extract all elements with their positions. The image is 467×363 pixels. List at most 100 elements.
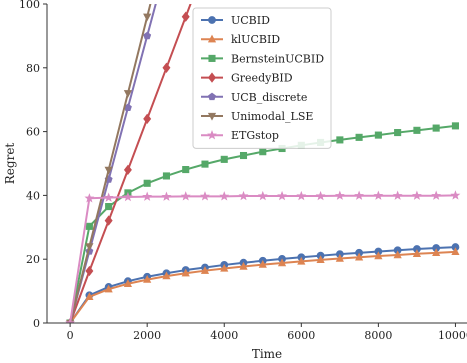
data-point — [257, 190, 268, 201]
legend-entry: UCBID — [201, 14, 270, 27]
legend-label: GreedyBID — [231, 72, 293, 85]
data-point — [239, 151, 248, 160]
legend-label: UCB_discrete — [231, 91, 307, 104]
data-point — [394, 129, 402, 137]
data-point — [220, 155, 228, 163]
y-tick-label: 40 — [26, 189, 40, 202]
data-point — [181, 11, 190, 22]
data-point — [259, 148, 267, 156]
data-point — [182, 166, 190, 174]
legend-label: ETGstop — [231, 129, 279, 142]
legend-marker — [207, 130, 217, 140]
data-point — [315, 190, 326, 201]
data-point — [85, 243, 94, 252]
data-point — [85, 222, 93, 230]
data-point — [277, 190, 287, 201]
data-point — [355, 252, 364, 261]
data-point — [334, 190, 345, 200]
x-tick-label: 0 — [67, 329, 74, 342]
data-point — [143, 275, 152, 283]
legend-entry: klUCBID — [201, 33, 280, 46]
data-point — [432, 124, 440, 132]
legend-entry: ETGstop — [201, 129, 279, 142]
data-point — [413, 126, 421, 134]
legend-entry: Unimodal_LSE — [201, 110, 313, 123]
data-point — [258, 260, 267, 268]
legend-label: UCBID — [231, 14, 270, 27]
data-point — [432, 248, 441, 256]
data-point — [104, 215, 113, 226]
data-point — [335, 253, 344, 262]
data-point — [354, 190, 365, 200]
data-point — [143, 113, 152, 125]
data-point — [162, 62, 171, 73]
data-point — [162, 172, 170, 180]
data-point — [84, 193, 95, 203]
legend-marker — [208, 54, 216, 62]
legend-marker — [207, 112, 217, 121]
data-point — [411, 190, 422, 200]
data-point — [277, 258, 287, 267]
data-point — [123, 90, 133, 98]
legend-marker — [208, 72, 216, 83]
data-point — [238, 190, 249, 201]
data-point — [392, 190, 403, 200]
y-axis-label: Regret — [3, 143, 17, 185]
x-tick-label: 4000 — [210, 329, 238, 342]
data-point — [355, 133, 363, 141]
axes-layer: 0 20 40 60 80 100 0 2000 4000 6000 8000 10000 Time Re… — [3, 0, 467, 361]
series-etgstop — [65, 190, 461, 323]
data-point — [374, 131, 382, 139]
data-point — [143, 13, 152, 22]
y-tick-label: 100 — [19, 0, 40, 11]
data-point — [374, 251, 383, 260]
x-axis-label: Time — [252, 347, 282, 361]
data-point — [220, 263, 229, 272]
legend-marker — [208, 16, 216, 24]
data-point — [65, 317, 76, 323]
data-point — [200, 191, 210, 201]
series-line — [69, 4, 152, 323]
data-point — [393, 250, 402, 259]
y-tick-label: 60 — [26, 126, 40, 139]
data-point — [85, 292, 94, 301]
legend-box — [192, 7, 332, 149]
data-point — [142, 191, 153, 201]
series-greedybid — [66, 4, 192, 323]
x-tick-label: 8000 — [364, 329, 392, 342]
legend: UCBID klUCBID BernsteinUCBID GreedyBID UCB_d… — [192, 7, 332, 149]
legend-marker — [208, 92, 216, 101]
data-point — [85, 265, 94, 277]
data-point — [181, 268, 190, 277]
data-point — [219, 191, 230, 201]
legend-entry: GreedyBID — [201, 72, 293, 85]
data-point — [412, 249, 422, 257]
series-bernsteinucbid — [66, 122, 459, 323]
legend-entry: UCB_discrete — [201, 91, 307, 104]
data-point — [162, 271, 171, 280]
data-point — [297, 256, 306, 265]
data-point — [450, 190, 461, 200]
data-point — [451, 122, 459, 130]
y-tick-label: 20 — [26, 253, 40, 266]
data-point — [105, 203, 113, 211]
data-point — [103, 192, 114, 202]
data-point — [431, 190, 442, 200]
data-point — [336, 136, 344, 144]
series-layer — [65, 4, 461, 323]
data-point — [122, 191, 133, 202]
legend-entry: BernsteinUCBID — [201, 52, 324, 65]
data-point — [104, 284, 113, 293]
data-point — [373, 190, 384, 200]
data-point — [161, 191, 172, 201]
data-point — [200, 266, 210, 274]
data-point — [316, 255, 325, 264]
x-tick-label: 2000 — [133, 329, 161, 342]
data-point — [239, 261, 248, 270]
data-point — [143, 31, 152, 40]
y-tick-label: 0 — [33, 317, 40, 330]
data-point — [180, 191, 191, 201]
legend-marker — [207, 34, 217, 43]
data-point — [451, 247, 460, 256]
series-klucbid — [67, 247, 460, 323]
